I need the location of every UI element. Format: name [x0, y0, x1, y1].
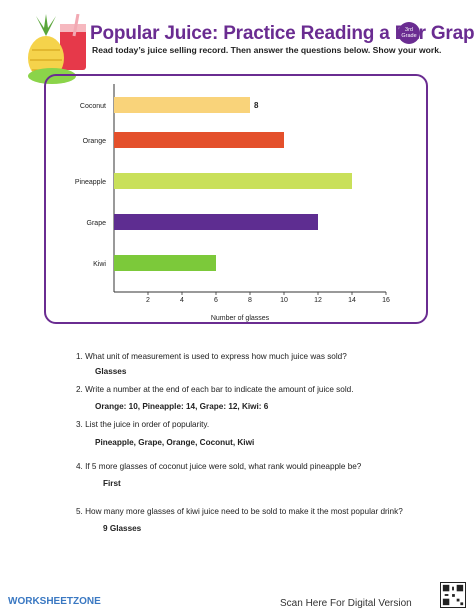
- scan-note: Scan Here For Digital Version: [280, 598, 412, 609]
- category-label: Kiwi: [93, 261, 106, 268]
- answer-5: 9 Glasses: [103, 524, 142, 533]
- question-4: 4. If 5 more glasses of coconut juice we…: [76, 462, 362, 471]
- x-axis-label: Number of glasses: [211, 315, 270, 322]
- bar-orange: [114, 132, 284, 148]
- question-5: 5. How many more glasses of kiwi juice n…: [76, 507, 403, 516]
- bar-coconut: [114, 97, 250, 113]
- question-2: 2. Write a number at the end of each bar…: [76, 385, 354, 394]
- bar-kiwi: [114, 255, 216, 271]
- instructions: Read today’s juice selling record. Then …: [92, 45, 442, 55]
- data-label: 8: [254, 101, 259, 110]
- x-tick-label: 6: [214, 297, 218, 304]
- question-1: 1. What unit of measurement is used to e…: [76, 352, 347, 361]
- x-tick-label: 12: [314, 297, 322, 304]
- x-tick-label: 4: [180, 297, 184, 304]
- bar-grape: [114, 214, 318, 230]
- grade-badge: 3rd Grade: [398, 22, 420, 44]
- chart-frame: [44, 74, 428, 324]
- category-label: Grape: [87, 220, 107, 227]
- page-title: Popular Juice: Practice Reading a Bar Gr…: [90, 23, 474, 44]
- grade-badge-bottom: Grade: [401, 33, 417, 39]
- category-label: Coconut: [80, 103, 106, 110]
- x-tick-label: 16: [382, 297, 390, 304]
- answer-2: Orange: 10, Pineapple: 14, Grape: 12, Ki…: [95, 402, 269, 411]
- category-label: Pineapple: [75, 179, 106, 186]
- worksheetzone-logo: WORKSHEETZONE: [8, 596, 101, 607]
- x-tick-label: 8: [248, 297, 252, 304]
- answer-1: Glasses: [95, 367, 127, 376]
- answer-4: First: [103, 479, 121, 488]
- category-label: Orange: [83, 138, 106, 145]
- grade-badge-top: 3rd: [405, 27, 413, 33]
- qr-code-icon[interactable]: [440, 582, 466, 608]
- juice-glass-icon: [60, 24, 86, 70]
- bar-chart: Coconut Orange Pineapple Grape Kiwi 8 2 4 6 8 10 12…: [75, 84, 390, 322]
- answer-3: Pineapple, Grape, Orange, Coconut, Kiwi: [95, 438, 255, 447]
- x-tick-label: 2: [146, 297, 150, 304]
- x-tick-label: 14: [348, 297, 356, 304]
- question-3: 3. List the juice in order of popularity…: [76, 420, 210, 429]
- juice-illustration: [28, 14, 86, 84]
- x-tick-label: 10: [280, 297, 288, 304]
- bar-pineapple: [114, 173, 352, 189]
